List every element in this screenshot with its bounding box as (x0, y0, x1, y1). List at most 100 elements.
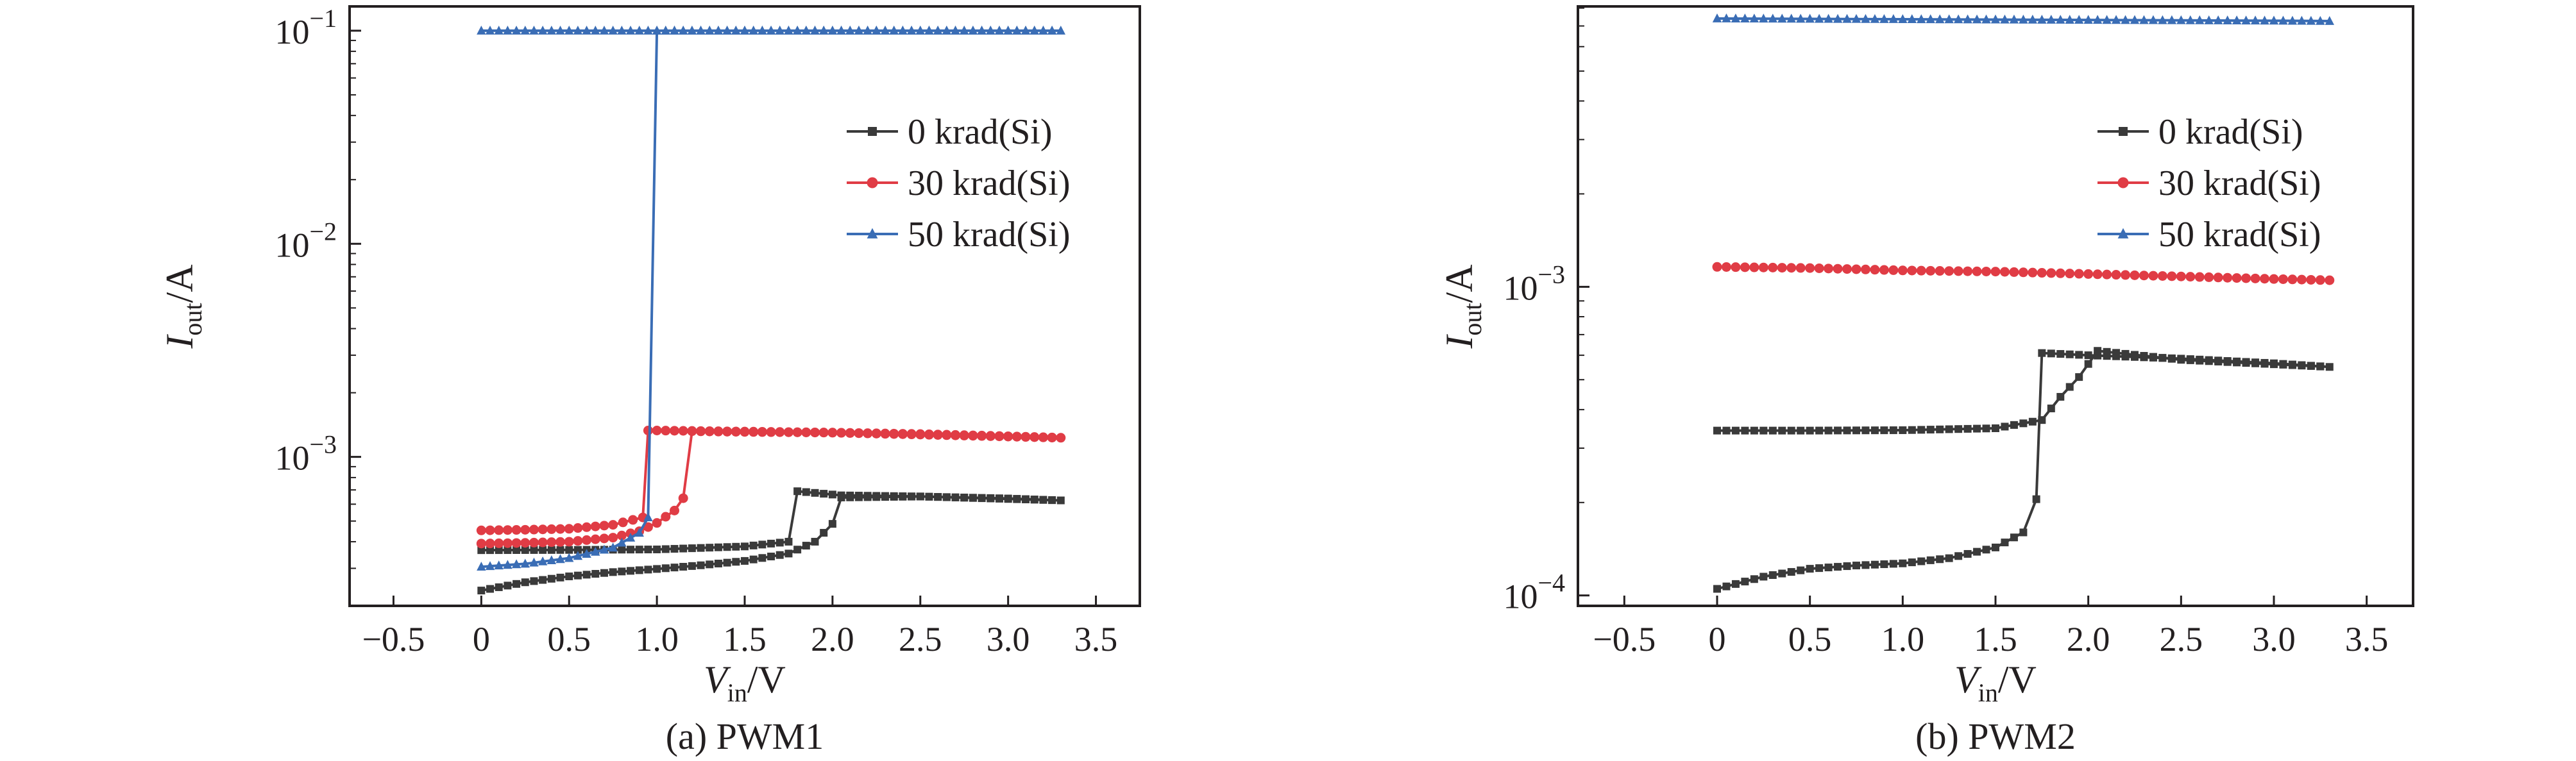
data-point (643, 522, 653, 532)
data-point (890, 492, 898, 500)
data-point (1741, 426, 1749, 435)
data-point (661, 564, 670, 573)
data-point (740, 426, 750, 437)
data-point (1047, 432, 1057, 442)
data-point (503, 560, 513, 569)
x-tick-label: 2.0 (811, 620, 854, 658)
data-point (2288, 361, 2296, 369)
data-point (1843, 426, 1851, 435)
data-point (994, 431, 1004, 442)
data-point (1870, 265, 1880, 275)
data-point (2047, 349, 2055, 358)
data-point (2205, 357, 2213, 365)
data-point (1759, 13, 1768, 23)
data-point (503, 25, 513, 35)
data-point (2204, 15, 2214, 24)
data-point (2278, 15, 2288, 25)
data-point (2130, 15, 2140, 24)
data-point (1778, 569, 1786, 578)
data-point (1047, 25, 1057, 35)
data-point (2325, 275, 2335, 285)
data-point (555, 537, 566, 547)
data-point (1038, 25, 1048, 35)
data-point (2278, 274, 2288, 284)
data-point (582, 522, 592, 532)
data-point (590, 534, 600, 544)
data-point (1731, 580, 1740, 588)
legend-label: 30 krad(Si) (2158, 163, 2321, 203)
data-point (1944, 266, 1954, 276)
data-point (749, 426, 759, 437)
data-point (767, 553, 775, 561)
data-point (705, 25, 715, 35)
data-point (740, 25, 750, 35)
data-point (1030, 25, 1039, 35)
data-point (1888, 14, 1899, 23)
data-point (1021, 432, 1031, 442)
data-point (2260, 15, 2269, 25)
data-point (819, 25, 829, 35)
legend: 0 krad(Si) 30 krad(Si) 50 krad(Si) (847, 112, 1071, 255)
data-point (2065, 269, 2075, 279)
data-point (697, 544, 705, 552)
legend-label: 30 krad(Si) (908, 163, 1071, 203)
data-point (617, 25, 627, 35)
data-point (1815, 426, 1824, 435)
data-point (688, 562, 696, 570)
data-point (678, 426, 688, 436)
data-point (485, 539, 495, 549)
data-point (1749, 13, 1759, 23)
data-point (573, 571, 582, 580)
data-point (2092, 269, 2103, 280)
data-point (1852, 562, 1860, 570)
data-point (2296, 274, 2307, 285)
data-point (1806, 565, 1814, 573)
data-point (529, 537, 539, 548)
data-point (1056, 433, 1066, 443)
data-point (1851, 13, 1861, 23)
data-point (477, 562, 486, 571)
data-point (867, 177, 878, 188)
data-point (722, 426, 733, 437)
data-point (1945, 425, 1953, 433)
data-point (2121, 270, 2131, 280)
data-point (1795, 263, 1806, 273)
data-point (713, 25, 724, 35)
data-point (2241, 15, 2251, 25)
data-point (1861, 13, 1870, 23)
data-point (643, 425, 653, 435)
data-point (1777, 13, 1787, 23)
data-point (1990, 267, 2001, 277)
data-point (820, 529, 828, 537)
data-point (810, 25, 820, 35)
data-point (767, 539, 775, 548)
data-point (2065, 383, 2074, 391)
data-point (2195, 15, 2205, 24)
data-point (538, 537, 548, 548)
data-point (635, 566, 643, 574)
legend: 0 krad(Si) 30 krad(Si) 50 krad(Si) (2097, 112, 2321, 255)
data-point (679, 544, 688, 553)
data-point (2158, 354, 2167, 362)
data-point (2270, 360, 2278, 369)
data-point (1731, 13, 1741, 22)
data-point (644, 565, 652, 574)
data-point (2140, 352, 2148, 360)
data-point (634, 25, 644, 35)
data-point (485, 525, 495, 535)
data-point (2083, 269, 2094, 279)
data-point (845, 428, 855, 438)
data-point (2287, 274, 2298, 285)
data-point (723, 558, 731, 567)
data-point (2046, 268, 2056, 278)
data-point (1030, 432, 1040, 442)
data-point (591, 546, 600, 556)
data-point (627, 546, 635, 554)
data-point (732, 542, 740, 551)
data-point (1713, 585, 1721, 593)
data-point (828, 490, 836, 499)
data-point (2306, 274, 2316, 285)
data-point (802, 542, 810, 550)
data-point (2111, 15, 2121, 24)
data-point (573, 551, 583, 560)
